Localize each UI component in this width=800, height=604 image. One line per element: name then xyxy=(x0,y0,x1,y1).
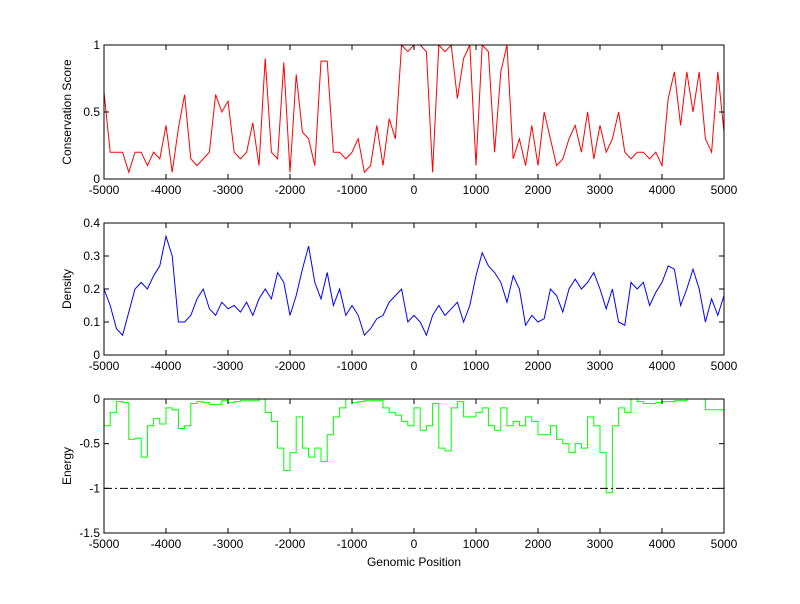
x-tick-label: -3000 xyxy=(213,183,244,197)
x-tick-label: -4000 xyxy=(151,359,182,373)
plot-area xyxy=(104,223,724,355)
y-tick-label: 0.4 xyxy=(83,216,100,230)
y-tick-label: -1.5 xyxy=(79,526,100,540)
x-tick-label: 2000 xyxy=(525,183,552,197)
series-line xyxy=(104,398,724,494)
y-tick-label: 0.2 xyxy=(83,282,100,296)
x-tick-label: -1000 xyxy=(337,183,368,197)
x-tick-label: 1000 xyxy=(463,183,490,197)
x-tick-label: 0 xyxy=(411,183,418,197)
x-tick-label: 1000 xyxy=(463,359,490,373)
x-tick-label: -3000 xyxy=(213,537,244,551)
y-tick-label: 0 xyxy=(93,392,100,406)
subplot-1: -5000 -4000 -3000 -2000 -1000 0 1000 2000 3000 40… xyxy=(60,38,738,197)
x-tick-label: -3000 xyxy=(213,359,244,373)
y-tick-label: -1 xyxy=(89,481,100,495)
y-axis-label: Conservation Score xyxy=(60,59,74,165)
x-tick-label: -5000 xyxy=(89,537,120,551)
x-tick-label: 2000 xyxy=(525,537,552,551)
x-tick-label: 2000 xyxy=(525,359,552,373)
y-axis-label: Energy xyxy=(60,447,74,485)
x-tick-label: -5000 xyxy=(89,183,120,197)
y-tick-label: 1 xyxy=(93,38,100,52)
x-tick-label: 3000 xyxy=(587,537,614,551)
x-tick-label: 4000 xyxy=(649,537,676,551)
x-tick-label: -2000 xyxy=(275,359,306,373)
y-axis-label: Density xyxy=(60,269,74,309)
subplot-3: -5000 -4000 -3000 -2000 -1000 0 1000 2000 3000 40… xyxy=(60,392,738,569)
x-tick-label: 5000 xyxy=(711,359,738,373)
x-tick-label: -4000 xyxy=(151,537,182,551)
x-tick-label: -4000 xyxy=(151,183,182,197)
x-tick-label: 5000 xyxy=(711,537,738,551)
x-tick-label: 3000 xyxy=(587,359,614,373)
y-tick-label: -0.5 xyxy=(79,437,100,451)
x-tick-label: -1000 xyxy=(337,537,368,551)
x-axis-label: Genomic Position xyxy=(367,555,461,569)
x-tick-label: -1000 xyxy=(337,359,368,373)
plot-area xyxy=(104,45,724,179)
x-tick-label: -2000 xyxy=(275,537,306,551)
subplot-2: -5000 -4000 -3000 -2000 -1000 0 1000 2000 3000 40… xyxy=(60,216,738,373)
y-tick-label: 0.5 xyxy=(83,105,100,119)
x-tick-label: -5000 xyxy=(89,359,120,373)
x-tick-label: 0 xyxy=(411,359,418,373)
y-tick-label: 0.3 xyxy=(83,249,100,263)
x-tick-label: 1000 xyxy=(463,537,490,551)
x-tick-label: 0 xyxy=(411,537,418,551)
y-tick-label: 0.1 xyxy=(83,315,100,329)
y-tick-label: 0 xyxy=(93,348,100,362)
x-tick-label: 4000 xyxy=(649,359,676,373)
x-tick-label: 3000 xyxy=(587,183,614,197)
x-tick-label: 4000 xyxy=(649,183,676,197)
y-tick-label: 0 xyxy=(93,172,100,186)
series-line xyxy=(103,234,725,337)
x-tick-label: 5000 xyxy=(711,183,738,197)
x-tick-label: -2000 xyxy=(275,183,306,197)
